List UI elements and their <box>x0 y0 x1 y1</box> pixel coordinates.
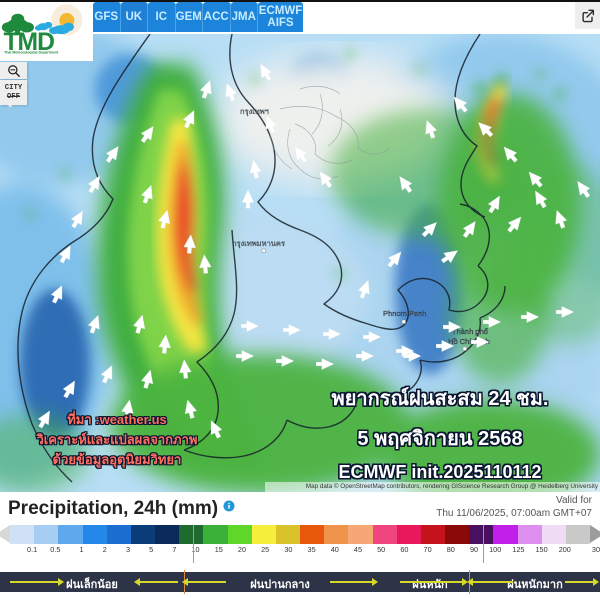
svg-text:กรุงเทพมหานคร: กรุงเทพมหานคร <box>232 239 285 248</box>
svg-text:Phnom Penh: Phnom Penh <box>383 309 426 318</box>
svg-text:Thai Meteorological Department: Thai Meteorological Department <box>4 50 59 54</box>
svg-text:กรุงเทพฯ: กรุงเทพฯ <box>240 107 269 116</box>
